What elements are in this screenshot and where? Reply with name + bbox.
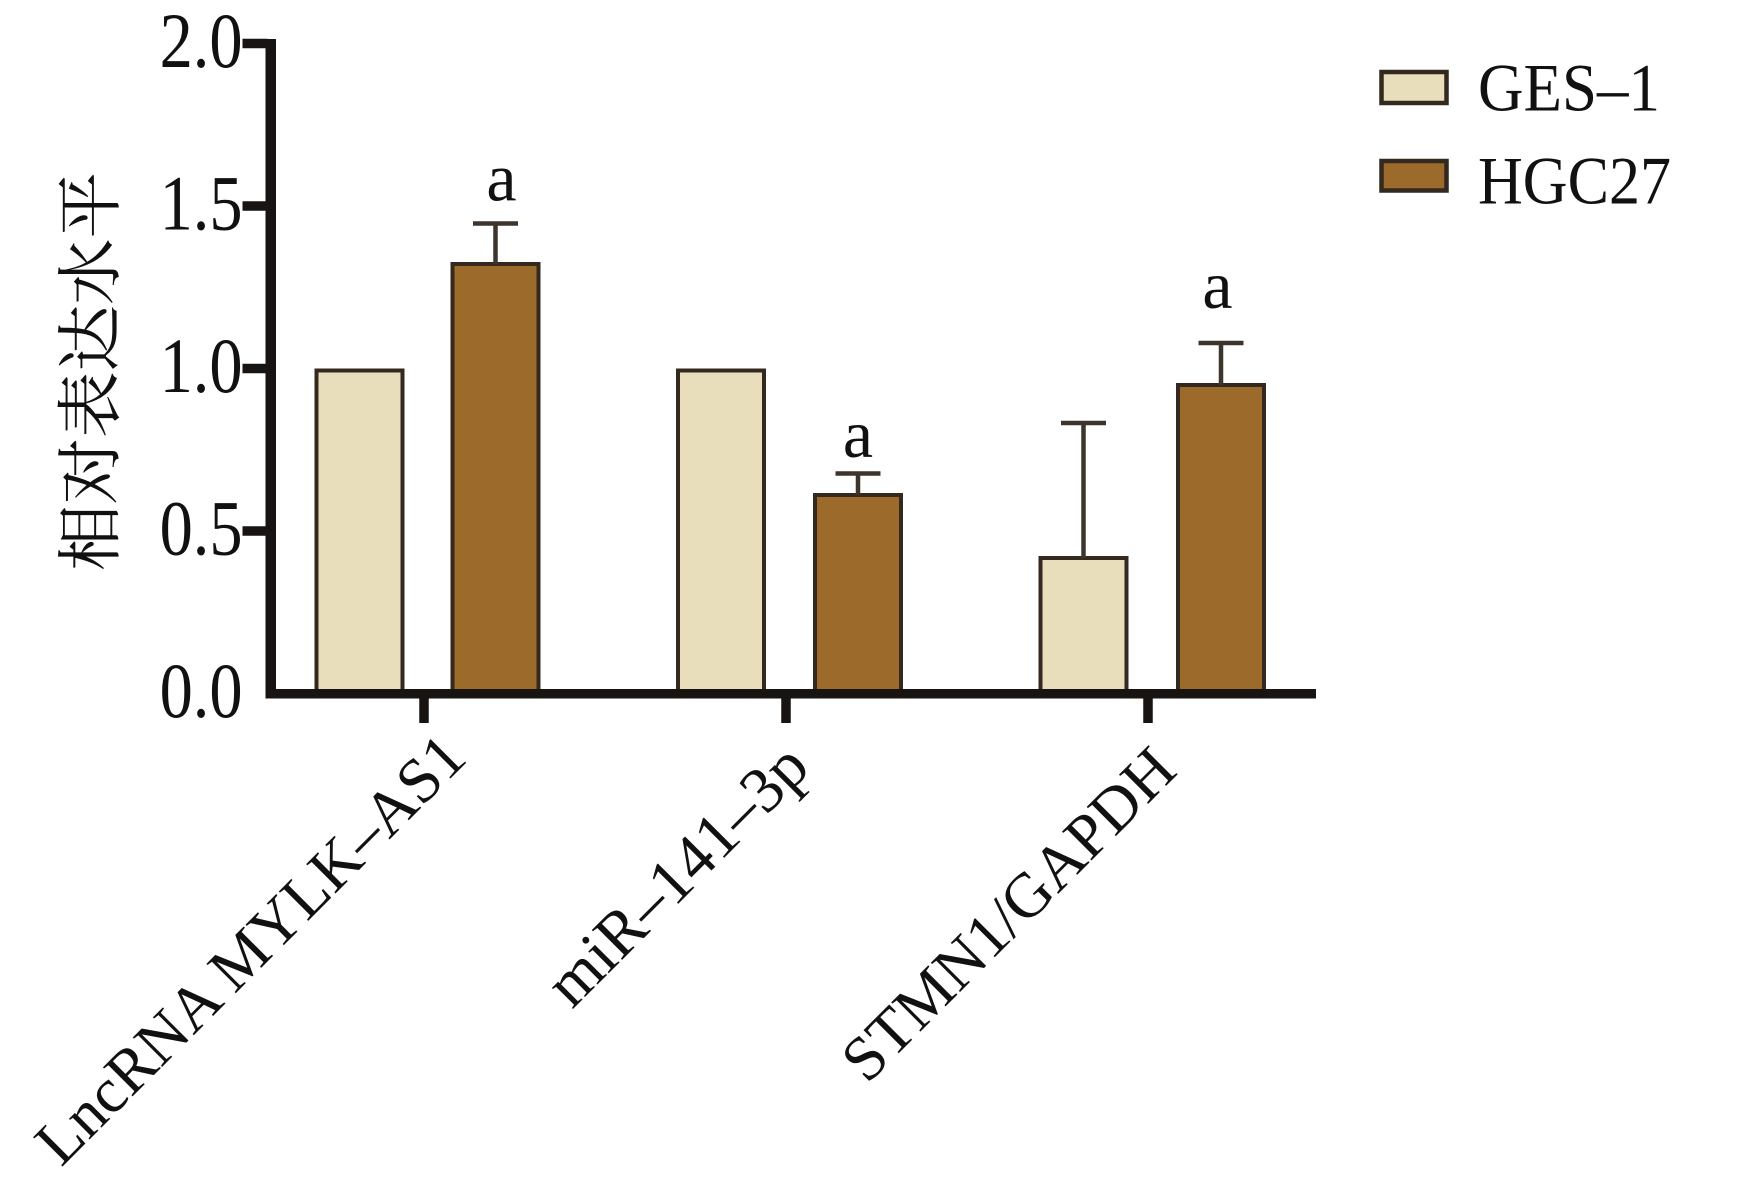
svg-text:a: a <box>486 140 516 216</box>
svg-text:1.0: 1.0 <box>160 322 243 409</box>
svg-text:HGC27: HGC27 <box>1478 143 1671 219</box>
svg-text:a: a <box>843 396 873 472</box>
svg-text:2.0: 2.0 <box>160 0 243 84</box>
svg-text:0.5: 0.5 <box>160 485 243 572</box>
svg-text:a: a <box>1202 247 1232 323</box>
svg-text:0.0: 0.0 <box>160 647 243 734</box>
svg-text:GES–1: GES–1 <box>1478 50 1660 126</box>
svg-text:1.5: 1.5 <box>160 160 243 247</box>
